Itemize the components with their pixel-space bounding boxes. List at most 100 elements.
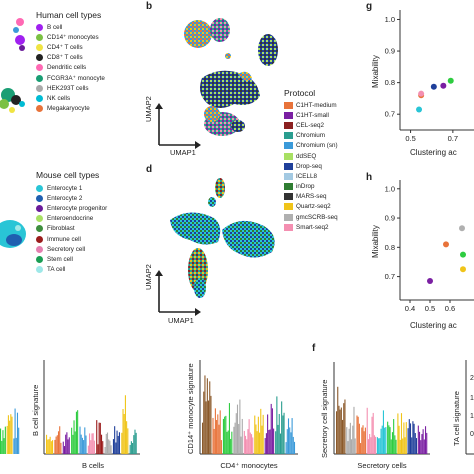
legend-swatch <box>284 111 293 119</box>
secretory-signature-bar <box>354 438 356 454</box>
scatter-point <box>418 90 425 97</box>
bcell-signature-bar <box>85 435 87 454</box>
cd4-signature-bar <box>293 441 296 454</box>
left-clipped-bar <box>18 427 20 454</box>
bcell-signature-bar <box>122 408 124 454</box>
bcell-x-label: B cells <box>82 461 104 470</box>
legend-swatch <box>36 54 43 62</box>
secretory-signature-bar <box>353 406 355 454</box>
cd4-x-label: CD4⁺ monocytes <box>220 461 278 470</box>
legend-swatch <box>284 213 293 221</box>
bcell-signature-bar <box>98 422 100 454</box>
panel-label-f: f <box>312 343 316 354</box>
secretory-signature-bar <box>349 422 351 454</box>
legend-label: Enteroendocrine <box>47 215 94 223</box>
legend-label: B cell <box>47 23 63 31</box>
cd4-signature-bar <box>241 418 243 454</box>
y-axis-label: Mixability <box>371 225 380 258</box>
ta-tick-label: 1 <box>470 395 474 402</box>
legend-label: CEL-seq2 <box>296 121 325 129</box>
cd4-signature-bar <box>255 424 257 454</box>
secretory-signature-bar <box>402 438 404 454</box>
human-legend-item: CD14⁺ monocytes <box>36 32 105 42</box>
cd4-signature-bar <box>218 424 220 454</box>
legend-swatch <box>36 64 43 72</box>
ta-tick-label: 0 <box>470 431 474 438</box>
cd4-signature-bar <box>220 440 222 454</box>
cd4-signature-bar <box>282 415 284 454</box>
mouse-legend-item: Stem cell <box>36 254 107 264</box>
legend-label: NK cells <box>47 94 71 102</box>
scatter-chart-g: 1.0 0.9 0.8 0.7 0.5 0.7 Clustering ac Mixabilit… <box>371 10 474 157</box>
bcell-signature-bar <box>100 434 103 454</box>
secretory-signature-bar <box>411 437 413 454</box>
bcell-signature-bar <box>87 445 89 454</box>
bcell-signature-bar <box>105 433 107 454</box>
mouse-legend-title: Mouse cell types <box>36 170 100 180</box>
cd4-signature-bar <box>202 422 204 454</box>
bcell-signature-bar <box>90 440 92 454</box>
secretory-signature-bar <box>344 399 346 454</box>
bcell-signature-bar <box>89 433 91 454</box>
cd4-signature-bar <box>277 424 279 454</box>
bcell-signature-bar <box>91 433 93 454</box>
protocol-legend-item: ddSEQ <box>284 151 338 161</box>
panel-label-g: g <box>366 1 373 12</box>
bcell-signature-bar <box>80 434 82 454</box>
clipped-umap-left <box>0 18 26 248</box>
left-clipped-bar <box>9 420 11 454</box>
scatter-point <box>460 251 466 258</box>
cd4-signature-bar <box>285 442 287 454</box>
cd4-signature-bar <box>219 410 221 454</box>
cd4-signature-bar <box>291 418 293 454</box>
legend-swatch <box>36 204 43 212</box>
cd4-signature-bar <box>286 429 288 454</box>
bcell-signature-bar <box>66 432 68 454</box>
bcell-signature-bar <box>57 431 60 454</box>
cd4-signature-bar <box>243 430 245 454</box>
scatter-point <box>440 82 447 89</box>
secretory-signature-bar <box>342 419 344 454</box>
human-legend-item: FCGR3A⁺ monocyte <box>36 73 105 83</box>
legend-swatch <box>284 162 293 170</box>
secretory-signature-bar <box>387 421 389 454</box>
legend-swatch <box>36 33 43 41</box>
mouse-legend-item: Enterocyte 2 <box>36 193 107 203</box>
bcell-signature-bar <box>121 432 123 454</box>
ta-tick-label: 1 <box>470 413 474 420</box>
protocol-legend-item: C1HT-small <box>284 110 338 120</box>
bcell-signature-bar <box>104 447 106 454</box>
x-tick-label: 0.6 <box>445 304 455 313</box>
y-tick-label: 1.0 <box>385 15 395 24</box>
scatter-point <box>430 83 437 90</box>
legend-label: C1HT-small <box>296 111 329 119</box>
cd4-signature-bar <box>208 400 210 454</box>
secretory-signature-bar <box>393 419 395 454</box>
legend-label: Immune cell <box>47 235 81 243</box>
secretory-signature-bar <box>366 407 368 454</box>
legend-swatch <box>36 266 43 274</box>
mouse-legend-item: Immune cell <box>36 234 107 244</box>
legend-swatch <box>36 184 43 192</box>
legend-swatch <box>36 84 43 92</box>
bcell-signature-bar <box>96 420 98 454</box>
y-tick-label: 1.0 <box>385 184 395 193</box>
cd4-signature-bar <box>222 418 224 454</box>
legend-label: Dendritic cells <box>47 64 87 72</box>
legend-swatch <box>284 183 293 191</box>
ta-tick-label: 2 <box>470 375 474 382</box>
cd4-signature-bar <box>279 433 282 454</box>
secretory-signature-bar <box>423 439 425 454</box>
cd4-signature-bar <box>260 408 262 454</box>
secretory-signature-bar <box>391 432 394 454</box>
left-clipped-bar <box>6 425 8 454</box>
secretory-signature-bar <box>347 441 349 454</box>
left-clipped-bar <box>0 428 2 454</box>
cd4-signature-bar <box>252 437 254 454</box>
bcell-signature-bar <box>54 439 56 454</box>
cd4-signature-bar <box>290 432 292 454</box>
secretory-signature-bar <box>358 423 360 454</box>
y-tick-label: 0.7 <box>385 272 395 281</box>
bcell-signature-bar <box>74 431 76 454</box>
cd4-signature-bar <box>249 432 251 454</box>
